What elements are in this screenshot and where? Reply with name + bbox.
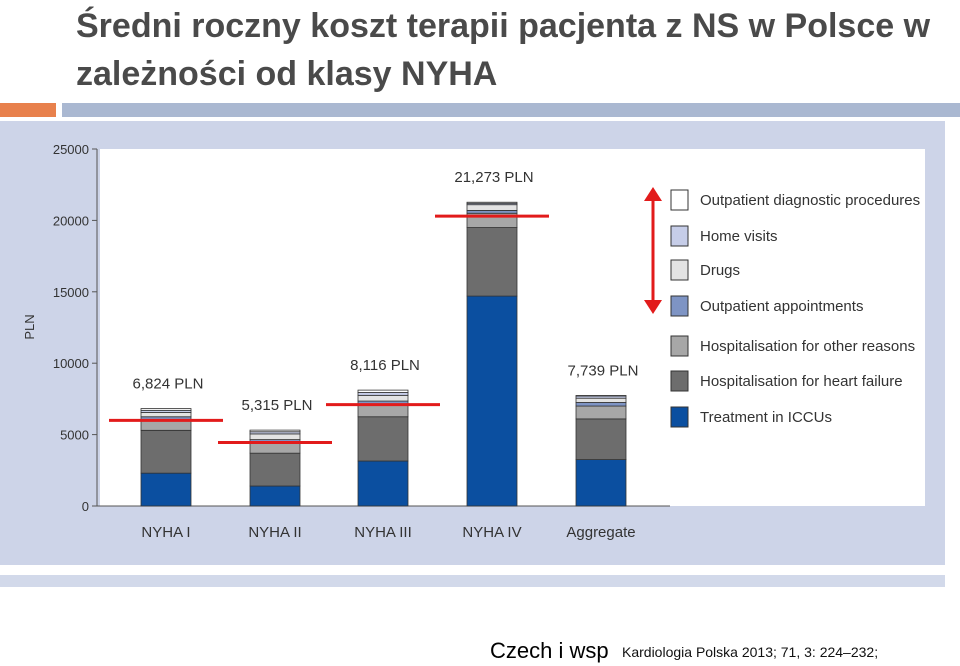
- arrow-head-down: [644, 300, 662, 314]
- page-title: Średni roczny koszt terapii pacjenta z N…: [76, 7, 931, 93]
- bar-segment: [140, 412, 192, 418]
- bar-total-label: 5,315 PLN: [242, 397, 313, 414]
- legend-swatch: [670, 259, 689, 281]
- bar-segment: [140, 429, 192, 474]
- bar-segment: [140, 472, 192, 507]
- legend-label: Hospitalisation for other reasons: [700, 338, 915, 355]
- legend-swatch: [670, 406, 689, 428]
- bar-segment: [249, 433, 301, 440]
- bar-segment: [357, 404, 409, 418]
- y-tick-label: 10000: [53, 356, 89, 371]
- bar-segment: [575, 397, 627, 403]
- bar-segment: [575, 405, 627, 420]
- bar-segment: [357, 394, 409, 402]
- bar-segment: [575, 418, 627, 460]
- y-tick-label: 5000: [60, 428, 89, 443]
- accent-bar-blue: [62, 103, 960, 117]
- legend-swatch: [670, 295, 689, 317]
- bar-segment: [357, 389, 409, 393]
- stacked-bar-chart: 0 5000 10000 15000 20000 25000 NYHA I 6,824 PL…: [22, 142, 925, 541]
- x-category-label: NYHA IV: [462, 524, 521, 541]
- bar-segment: [249, 452, 301, 487]
- y-tick-label: 20000: [53, 213, 89, 228]
- legend-label: Hospitalisation for heart failure: [700, 373, 903, 390]
- bar-total-label: 6,824 PLN: [133, 376, 204, 393]
- y-tick-label: 25000: [53, 142, 89, 157]
- bar-total-label: 8,116 PLN: [350, 357, 420, 374]
- footer-citation: Kardiologia Polska 2013; 71, 3: 224–232;: [622, 644, 879, 660]
- legend-label: Outpatient diagnostic procedures: [700, 192, 920, 209]
- legend-label: Home visits: [700, 228, 778, 245]
- legend-label: Treatment in ICCUs: [700, 409, 832, 426]
- bar-segment: [357, 392, 409, 396]
- bar-segment: [249, 442, 301, 454]
- bar-segment: [466, 204, 518, 211]
- bar-segment: [249, 429, 301, 433]
- bar-segment: [249, 485, 301, 507]
- legend-swatch: [670, 225, 689, 247]
- footer-author: Czech i wsp: [490, 638, 609, 663]
- y-tick-label: 15000: [53, 285, 89, 300]
- bar-segment: [466, 201, 518, 204]
- bar-segment: [357, 416, 409, 462]
- legend-label: Outpatient appointments: [700, 298, 863, 315]
- accent-bar-orange: [0, 103, 56, 117]
- bar-total-label: 7,739 PLN: [568, 362, 639, 379]
- x-category-label: NYHA II: [248, 524, 301, 541]
- x-category-label: NYHA III: [354, 524, 412, 541]
- accent-bar-bottom: [0, 575, 945, 587]
- x-category-label: NYHA I: [141, 524, 190, 541]
- bar-segment: [466, 210, 518, 214]
- legend-swatch: [670, 370, 689, 392]
- bar-segment: [140, 408, 192, 411]
- bar-total-label: 21,273 PLN: [454, 169, 533, 186]
- bar-segment: [357, 460, 409, 507]
- legend-swatch: [670, 189, 689, 211]
- bar-segment: [466, 227, 518, 297]
- y-tick-label: 0: [82, 499, 89, 514]
- x-category-label: Aggregate: [566, 524, 635, 541]
- legend-swatch: [670, 335, 689, 357]
- bar-segment: [575, 395, 627, 397]
- y-axis-label: PLN: [22, 314, 37, 339]
- bar-segment: [575, 402, 627, 407]
- arrow-head-up: [644, 187, 662, 201]
- legend-label: Drugs: [700, 262, 740, 279]
- bar-segment: [575, 459, 627, 507]
- bar-segment: [466, 295, 518, 507]
